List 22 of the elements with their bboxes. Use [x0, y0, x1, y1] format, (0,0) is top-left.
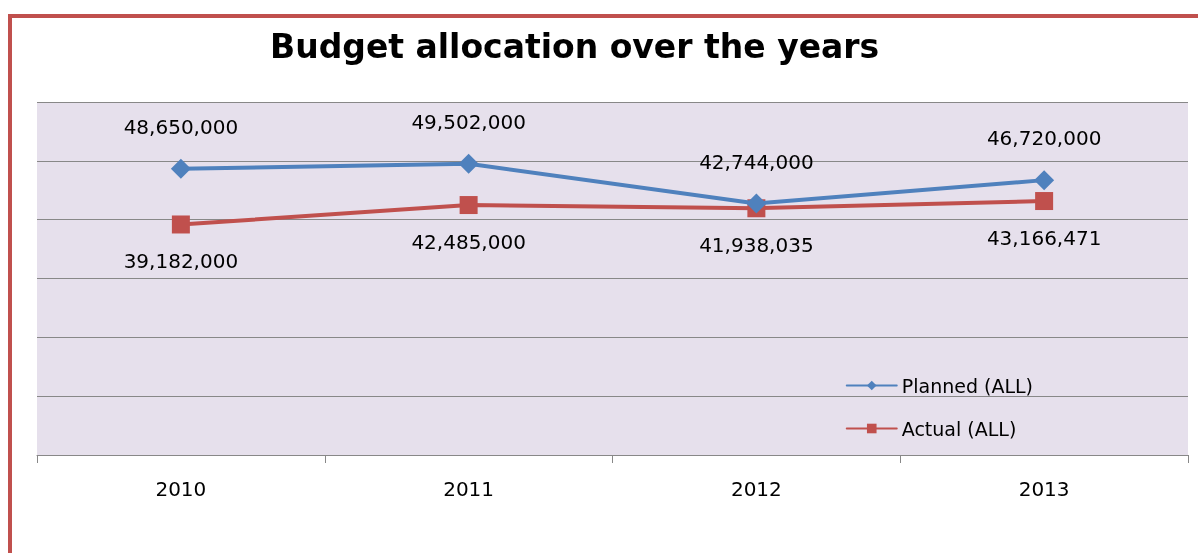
point — [171, 215, 190, 234]
legend-label: Actual (ALL) — [901, 417, 1017, 440]
point — [1035, 192, 1054, 211]
data-label: 43,166,471 — [986, 226, 1102, 251]
point — [458, 153, 479, 174]
data-label: 48,650,000 — [123, 114, 239, 139]
data-label: 49,502,000 — [411, 109, 526, 134]
data-label: 42,485,000 — [411, 230, 526, 255]
point — [459, 196, 478, 215]
x-tick-label: 2012 — [730, 477, 782, 501]
x-tick-label: 2011 — [443, 477, 495, 501]
chart-title: Budget allocation over the years — [270, 27, 880, 66]
point — [170, 158, 191, 179]
data-label: 39,182,000 — [123, 249, 239, 274]
point — [746, 193, 767, 214]
point — [1034, 170, 1055, 191]
legend-label: Planned (ALL) — [901, 374, 1033, 397]
x-tick-label: 2013 — [1018, 477, 1070, 501]
data-label: 46,720,000 — [986, 126, 1102, 151]
x-tick-label: 2010 — [155, 477, 207, 501]
data-label: 41,938,035 — [699, 233, 814, 258]
data-label: 42,744,000 — [699, 149, 814, 174]
